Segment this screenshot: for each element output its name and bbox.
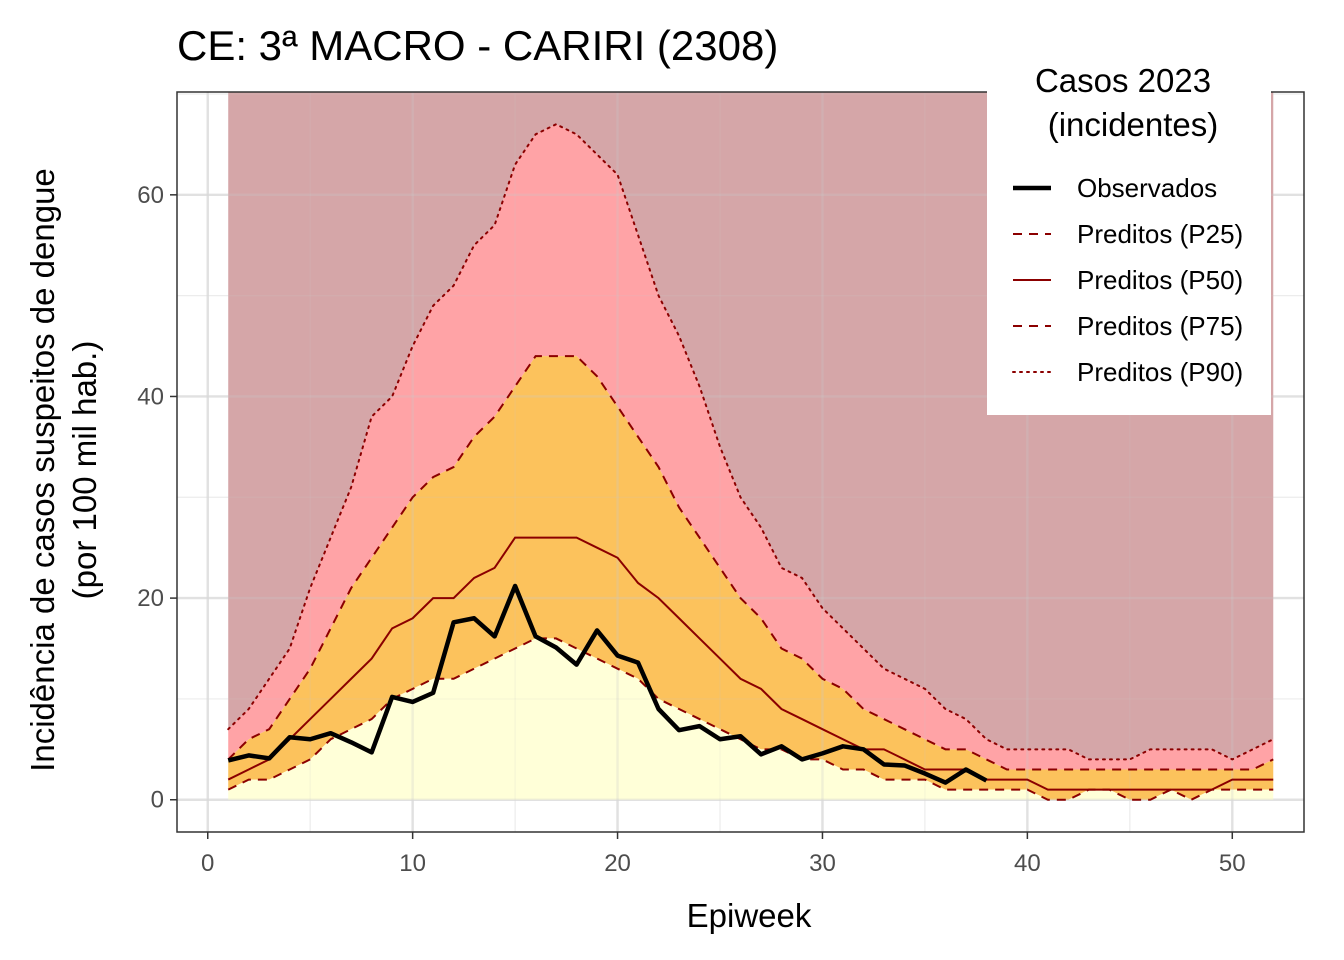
y-axis-title-line1: Incidência de casos suspeitos de dengue xyxy=(24,168,61,772)
y-tick-label: 60 xyxy=(137,182,164,209)
legend-items: Observados Preditos (P25) Preditos (P50) Pr… xyxy=(1012,173,1243,387)
series-line-observados xyxy=(227,583,988,785)
y-tick-label: 0 xyxy=(151,787,164,814)
x-tick-label: 30 xyxy=(809,850,836,877)
y-axis-title-line2: (por 100 mil hab.) xyxy=(66,341,103,600)
y-tick-label: 20 xyxy=(137,585,164,612)
x-tick-label: 40 xyxy=(1014,850,1041,877)
legend: Casos 2023 (incidentes) Observados Predit… xyxy=(987,52,1271,415)
x-tick-label: 0 xyxy=(201,850,214,877)
legend-label: Observados xyxy=(1077,173,1217,203)
band-p25-p75 xyxy=(228,356,1274,800)
legend-title-line2: (incidentes) xyxy=(1048,106,1219,143)
band-below-p25 xyxy=(228,638,1274,800)
observed-line-group xyxy=(227,583,988,785)
legend-label: Preditos (P50) xyxy=(1077,265,1243,295)
x-axis-title: Epiweek xyxy=(687,897,812,934)
series-line-p50 xyxy=(227,536,1274,791)
x-axis: 0 10 20 30 40 50 xyxy=(201,832,1246,877)
legend-label: Preditos (P90) xyxy=(1077,357,1243,387)
chart-title: CE: 3ª MACRO - CARIRI (2308) xyxy=(177,22,778,69)
y-axis: 0 20 40 60 xyxy=(137,182,177,814)
legend-title-line1: Casos 2023 xyxy=(1035,62,1211,99)
legend-label: Preditos (P25) xyxy=(1077,219,1243,249)
x-tick-label: 10 xyxy=(399,850,426,877)
y-tick-label: 40 xyxy=(137,383,164,410)
series-line-p75 xyxy=(227,355,1274,771)
panel-border xyxy=(176,91,1305,833)
gridline-overlay xyxy=(177,92,1304,832)
band-p75-p90 xyxy=(228,124,1274,770)
x-tick-label: 20 xyxy=(604,850,631,877)
legend-label: Preditos (P75) xyxy=(1077,311,1243,341)
x-tick-label: 50 xyxy=(1219,850,1246,877)
